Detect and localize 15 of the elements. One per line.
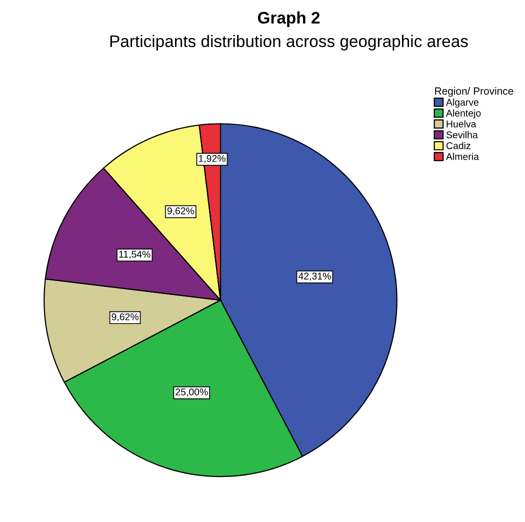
data-label: 9,62% [167,207,194,216]
legend-title: Region/ Province [435,87,514,97]
legend-label: Sevilha [446,131,478,138]
legend-label: Algarve [446,98,479,108]
legend-label: Cadiz [446,142,470,150]
legend-label: Alentejo [446,109,481,118]
data-label: 25,00% [176,388,208,397]
chart-subtitle: Participants distribution across geographic areas [110,34,468,50]
data-label: 9,62% [112,313,139,322]
legend-label: Huelva [446,120,476,128]
data-label: 11,54% [119,250,150,259]
data-label: 1,92% [198,155,226,164]
legend-label: Almeria [446,152,479,160]
data-label: 42,31% [298,272,331,281]
chart-title: Graph 2 [258,11,320,27]
